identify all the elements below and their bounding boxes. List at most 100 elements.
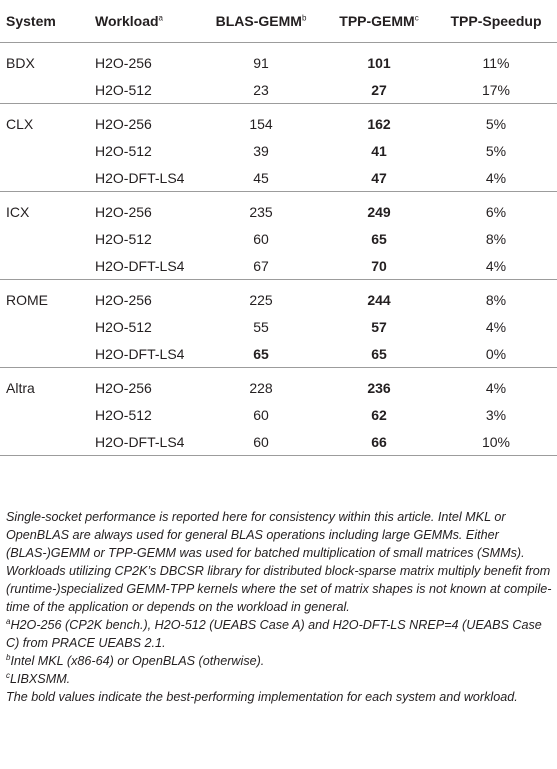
cell-tpp-gemm: 27 <box>323 76 435 104</box>
table-row: H2O-512 39 41 5% <box>0 137 557 164</box>
cell-system-value: ICX <box>6 203 30 220</box>
table-body: BDX H2O-256 91 101 11% H2O-512 23 27 17% CLX H2O-2… <box>0 43 557 456</box>
cell-workload: H2O-DFT-LS4 <box>95 164 199 192</box>
cell-system <box>0 401 95 428</box>
cell-tpp-gemm-value: 47 <box>371 169 387 186</box>
cell-tpp-gemm-value: 65 <box>371 230 387 247</box>
cell-tpp-gemm: 244 <box>323 280 435 314</box>
cell-tpp-speedup: 6% <box>435 192 557 226</box>
footnote-main: Single-socket performance is reported he… <box>6 510 552 614</box>
cell-tpp-speedup-value: 17% <box>481 81 511 98</box>
cell-blas-gemm-value: 65 <box>253 345 269 362</box>
cell-system <box>0 137 95 164</box>
cell-blas-gemm-value: 67 <box>253 257 269 274</box>
cell-tpp-gemm: 236 <box>323 368 435 402</box>
cell-blas-gemm: 60 <box>199 428 323 456</box>
cell-blas-gemm: 65 <box>199 340 323 368</box>
cell-tpp-gemm-value: 65 <box>371 345 387 362</box>
footnote-mark-b: b <box>301 13 307 23</box>
cell-workload-value: H2O-512 <box>95 230 152 247</box>
cell-blas-gemm-value: 91 <box>253 54 269 71</box>
cell-workload: H2O-256 <box>95 43 199 77</box>
cell-tpp-speedup-value: 4% <box>485 318 507 335</box>
cell-system-value: Altra <box>6 379 35 396</box>
cell-tpp-speedup-value: 11% <box>482 54 510 71</box>
cell-tpp-speedup-value: 8% <box>485 230 507 247</box>
cell-tpp-speedup-value: 3% <box>485 406 507 423</box>
table-row: H2O-DFT-LS4 60 66 10% <box>0 428 557 456</box>
cell-tpp-gemm-value: 57 <box>371 318 387 335</box>
cell-blas-gemm-value: 60 <box>253 230 269 247</box>
cell-blas-gemm: 228 <box>199 368 323 402</box>
header-system: System <box>0 0 95 43</box>
cell-tpp-gemm: 70 <box>323 252 435 280</box>
header-tpp-gemm: TPP-GEMMc <box>323 0 435 43</box>
cell-workload: H2O-512 <box>95 225 199 252</box>
cell-blas-gemm: 91 <box>199 43 323 77</box>
cell-workload-value: H2O-DFT-LS4 <box>95 169 185 186</box>
cell-tpp-speedup-value: 6% <box>485 203 507 220</box>
cell-tpp-speedup: 4% <box>435 368 557 402</box>
cell-workload: H2O-256 <box>95 368 199 402</box>
cell-blas-gemm: 67 <box>199 252 323 280</box>
cell-blas-gemm-value: 45 <box>253 169 269 186</box>
cell-workload-value: H2O-512 <box>95 81 152 98</box>
cell-blas-gemm-value: 225 <box>249 291 273 308</box>
cell-system <box>0 164 95 192</box>
cell-tpp-speedup: 8% <box>435 225 557 252</box>
cell-blas-gemm-value: 60 <box>253 406 269 423</box>
footnote-b: bIntel MKL (x86-64) or OpenBLAS (otherwi… <box>6 652 265 668</box>
header-blas-gemm: BLAS-GEMMb <box>199 0 323 43</box>
table-row: Altra H2O-256 228 236 4% <box>0 368 557 402</box>
cell-blas-gemm: 235 <box>199 192 323 226</box>
cell-tpp-gemm-value: 244 <box>367 291 391 308</box>
table-row: H2O-512 23 27 17% <box>0 76 557 104</box>
cell-system <box>0 313 95 340</box>
cell-workload: H2O-512 <box>95 76 199 104</box>
cell-tpp-gemm-value: 41 <box>371 142 387 159</box>
cell-tpp-speedup: 17% <box>435 76 557 104</box>
footnote-a: aH2O-256 (CP2K bench.), H2O-512 (UEABS C… <box>6 616 542 650</box>
cell-workload-value: H2O-DFT-LS4 <box>95 345 185 362</box>
cell-blas-gemm-value: 55 <box>253 318 269 335</box>
cell-workload-value: H2O-512 <box>95 142 152 159</box>
cell-tpp-speedup: 3% <box>435 401 557 428</box>
cell-tpp-gemm-value: 66 <box>371 433 387 450</box>
cell-blas-gemm-value: 39 <box>253 142 269 159</box>
cell-system-value: BDX <box>6 54 35 71</box>
cell-workload-value: H2O-512 <box>95 406 152 423</box>
cell-system <box>0 428 95 456</box>
table-row: H2O-512 60 62 3% <box>0 401 557 428</box>
table-row: H2O-DFT-LS4 67 70 4% <box>0 252 557 280</box>
table-row: BDX H2O-256 91 101 11% <box>0 43 557 77</box>
cell-tpp-speedup: 4% <box>435 252 557 280</box>
cell-workload-value: H2O-256 <box>95 54 152 71</box>
table-row: H2O-512 60 65 8% <box>0 225 557 252</box>
cell-system: ICX <box>0 192 95 226</box>
cell-workload-value: H2O-256 <box>95 203 152 220</box>
cell-blas-gemm-value: 60 <box>253 433 269 450</box>
cell-tpp-gemm-value: 27 <box>371 81 387 98</box>
cell-tpp-gemm: 101 <box>323 43 435 77</box>
cell-blas-gemm: 39 <box>199 137 323 164</box>
cell-tpp-speedup: 4% <box>435 313 557 340</box>
cell-workload-value: H2O-256 <box>95 115 152 132</box>
cell-workload: H2O-DFT-LS4 <box>95 252 199 280</box>
cell-blas-gemm: 60 <box>199 401 323 428</box>
cell-workload: H2O-DFT-LS4 <box>95 428 199 456</box>
cell-tpp-gemm: 162 <box>323 104 435 138</box>
cell-tpp-gemm-value: 236 <box>367 379 391 396</box>
cell-tpp-speedup: 0% <box>435 340 557 368</box>
cell-blas-gemm-value: 23 <box>253 81 269 98</box>
table-row: CLX H2O-256 154 162 5% <box>0 104 557 138</box>
cell-blas-gemm-value: 154 <box>249 115 273 132</box>
footnote-mark-c: c <box>414 13 419 23</box>
footnote-bold: The bold values indicate the best-perfor… <box>6 690 518 704</box>
cell-tpp-gemm-value: 101 <box>367 54 391 71</box>
cell-system: ROME <box>0 280 95 314</box>
cell-workload: H2O-256 <box>95 104 199 138</box>
table-row: ICX H2O-256 235 249 6% <box>0 192 557 226</box>
table-row: H2O-DFT-LS4 45 47 4% <box>0 164 557 192</box>
cell-tpp-speedup-value: 5% <box>485 142 507 159</box>
